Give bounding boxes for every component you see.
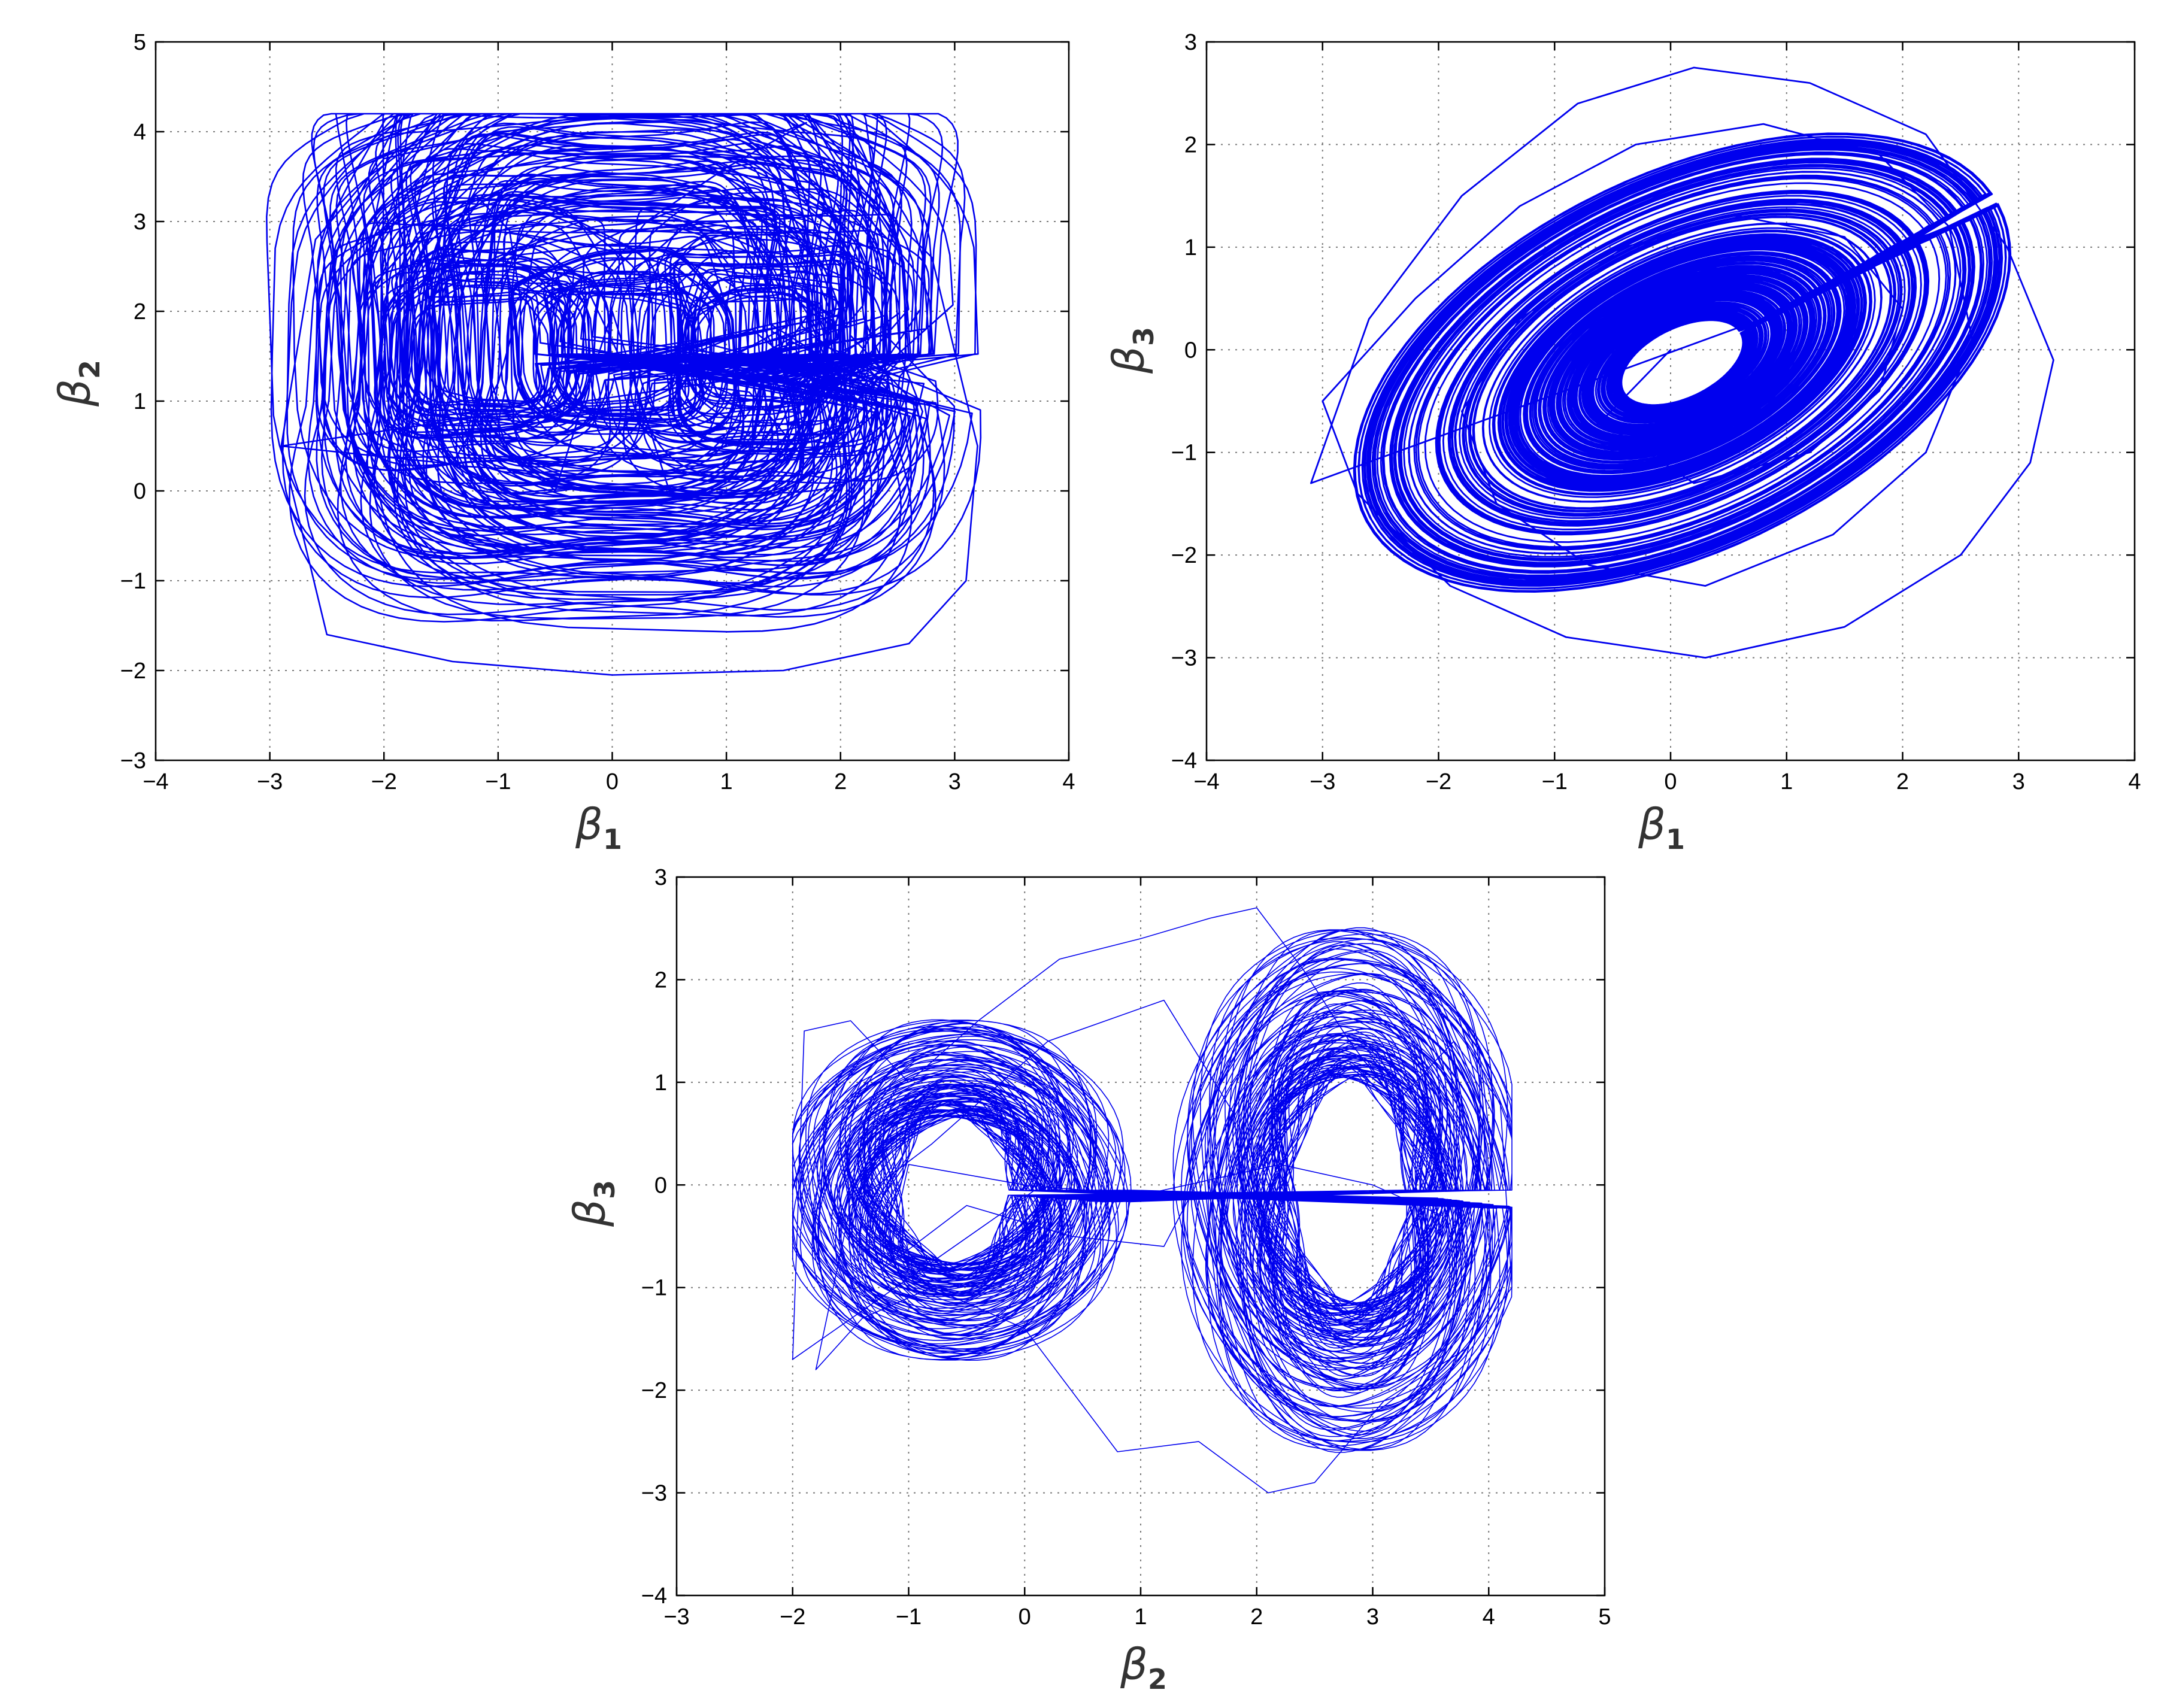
trajectory-line xyxy=(1310,66,2054,659)
x-tick-label: 0 xyxy=(1664,769,1677,794)
y-tick-label: 3 xyxy=(134,210,146,235)
trajectory-b1-b3 xyxy=(1310,66,2054,659)
ticks-b1-b2 xyxy=(154,41,1070,762)
y-tick-label: 2 xyxy=(1184,132,1197,157)
y-tick-label: −2 xyxy=(1171,543,1197,568)
x-tick-label: −3 xyxy=(257,769,283,794)
trajectory-b2-b3 xyxy=(792,907,1513,1494)
x-tick-label: 0 xyxy=(1019,1604,1031,1630)
x-tick-label: −1 xyxy=(1542,769,1568,794)
y-tick-label: 1 xyxy=(654,1070,667,1096)
y-tick-label: 0 xyxy=(1184,338,1197,363)
y-tick-label: 0 xyxy=(134,479,146,504)
y-tick-label: −2 xyxy=(120,659,146,684)
x-axis-label-b1-b3: β1 xyxy=(1638,799,1685,855)
x-tick-label: 3 xyxy=(1366,1604,1379,1630)
x-tick-label: −4 xyxy=(1193,769,1219,794)
x-tick-label: −1 xyxy=(485,769,511,794)
y-tick-label: −4 xyxy=(1171,748,1197,773)
y-tick-label: 2 xyxy=(654,967,667,993)
x-tick-label: 0 xyxy=(606,769,619,794)
x-axis-label-b1-b2: β1 xyxy=(575,799,622,855)
chart-b1-b3: −4 −3 −2 −1 0 1 2 3 4 −4 −3 −2 −1 0 1 2 3 β1 β3 xyxy=(1104,30,2141,855)
x-tick-label: −2 xyxy=(1426,769,1451,794)
y-axis-label-b1-b2: β2 xyxy=(50,360,106,407)
x-tick-label: −2 xyxy=(371,769,397,794)
y-tick-label: −3 xyxy=(1171,646,1197,671)
ticks-b1-b3 xyxy=(1205,41,2136,762)
trajectory-line xyxy=(792,907,1513,1494)
y-tick-label: −1 xyxy=(120,569,146,594)
tick-labels-b1-b3: −4 −3 −2 −1 0 1 2 3 4 −4 −3 −2 −1 0 1 2 3 xyxy=(1171,30,2141,794)
x-tick-label: 3 xyxy=(948,769,961,794)
x-tick-label: 3 xyxy=(2012,769,2025,794)
y-tick-label: 3 xyxy=(1184,30,1197,55)
y-tick-label: −3 xyxy=(120,748,146,773)
x-tick-label: 2 xyxy=(834,769,847,794)
x-tick-label: 2 xyxy=(1250,1604,1263,1630)
x-tick-label: −4 xyxy=(143,769,168,794)
y-tick-label: −2 xyxy=(641,1378,667,1403)
y-tick-label: −1 xyxy=(641,1276,667,1301)
x-tick-label: 5 xyxy=(1598,1604,1611,1630)
x-tick-label: 1 xyxy=(1134,1604,1147,1630)
y-tick-label: −3 xyxy=(641,1481,667,1506)
x-tick-label: −3 xyxy=(663,1604,689,1630)
y-axis-label-b1-b3: β3 xyxy=(1104,327,1160,374)
y-tick-label: 4 xyxy=(134,120,146,145)
y-tick-label: −1 xyxy=(1171,441,1197,466)
x-tick-label: 1 xyxy=(720,769,733,794)
y-tick-label: −4 xyxy=(641,1583,667,1609)
y-tick-label: 0 xyxy=(654,1173,667,1198)
y-tick-label: 5 xyxy=(134,30,146,55)
x-tick-label: 4 xyxy=(2128,769,2141,794)
x-tick-label: 4 xyxy=(1062,769,1075,794)
x-axis-label-b2-b3: β2 xyxy=(1120,1639,1167,1695)
x-tick-label: −3 xyxy=(1310,769,1335,794)
x-tick-label: 1 xyxy=(1780,769,1793,794)
x-tick-label: 4 xyxy=(1483,1604,1495,1630)
y-tick-label: 3 xyxy=(654,865,667,890)
trajectory-b1-b2 xyxy=(266,113,982,676)
ticks-b2-b3 xyxy=(675,876,1606,1597)
y-tick-label: 2 xyxy=(134,299,146,324)
y-tick-label: 1 xyxy=(134,389,146,414)
trajectory-line xyxy=(266,113,982,676)
y-tick-label: 1 xyxy=(1184,235,1197,260)
x-tick-label: −2 xyxy=(780,1604,805,1630)
x-tick-label: −1 xyxy=(896,1604,922,1630)
x-tick-label: 2 xyxy=(1896,769,1909,794)
y-axis-label-b2-b3: β3 xyxy=(565,1180,621,1227)
